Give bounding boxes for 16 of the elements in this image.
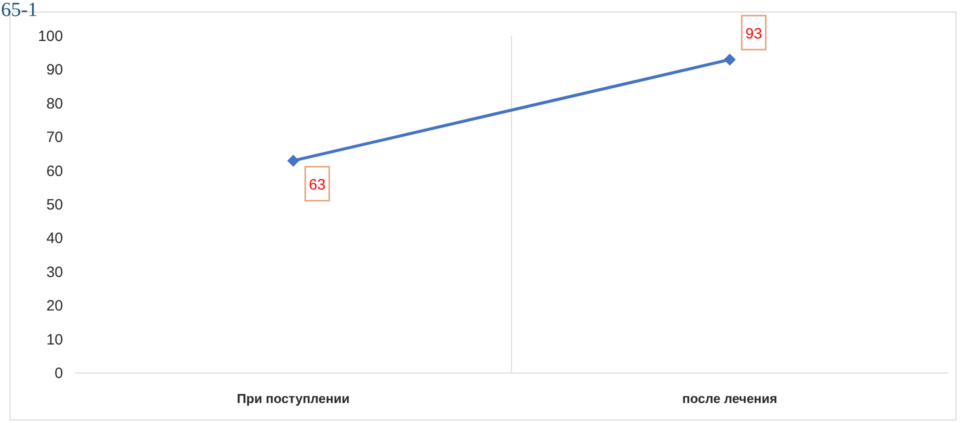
x-tick-label: При поступлении [236, 391, 350, 406]
x-tick-label: после лечения [682, 391, 778, 406]
y-tick-label: 10 [46, 331, 63, 348]
y-tick-label: 40 [46, 230, 63, 248]
y-tick-label: 20 [46, 298, 63, 315]
y-tick-label: 50 [46, 196, 63, 214]
y-tick-label: 0 [54, 365, 63, 382]
y-tick-label: 70 [46, 129, 63, 146]
y-tick-label: 30 [46, 264, 63, 281]
text: 65-1 [1, 0, 38, 21]
y-tick-label: 100 [38, 28, 63, 45]
y-tick-label: 60 [46, 162, 63, 180]
y-tick-label: 80 [46, 95, 63, 112]
y-tick-label: 90 [46, 62, 63, 79]
data-label: 63 [308, 176, 326, 194]
data-label: 93 [745, 26, 762, 43]
